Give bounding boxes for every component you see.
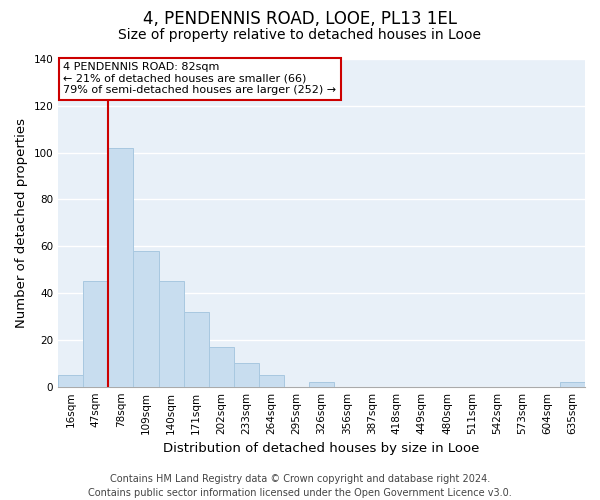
Bar (184, 312, 209, 386)
Bar (109, 148, 133, 386)
Text: Contains HM Land Registry data © Crown copyright and database right 2024.
Contai: Contains HM Land Registry data © Crown c… (88, 474, 512, 498)
Bar (209, 347, 234, 387)
Bar (560, 382, 585, 386)
Text: Size of property relative to detached houses in Looe: Size of property relative to detached ho… (119, 28, 482, 42)
Y-axis label: Number of detached properties: Number of detached properties (15, 118, 28, 328)
Bar (58, 375, 83, 386)
Text: 4, PENDENNIS ROAD, LOOE, PL13 1EL: 4, PENDENNIS ROAD, LOOE, PL13 1EL (143, 10, 457, 28)
Bar (309, 382, 334, 386)
Bar (158, 282, 184, 387)
X-axis label: Distribution of detached houses by size in Looe: Distribution of detached houses by size … (163, 442, 480, 455)
Text: 4 PENDENNIS ROAD: 82sqm
← 21% of detached houses are smaller (66)
79% of semi-de: 4 PENDENNIS ROAD: 82sqm ← 21% of detache… (64, 62, 337, 96)
Bar (234, 364, 259, 386)
Bar (83, 282, 109, 387)
Bar (259, 375, 284, 386)
Bar (133, 251, 158, 386)
